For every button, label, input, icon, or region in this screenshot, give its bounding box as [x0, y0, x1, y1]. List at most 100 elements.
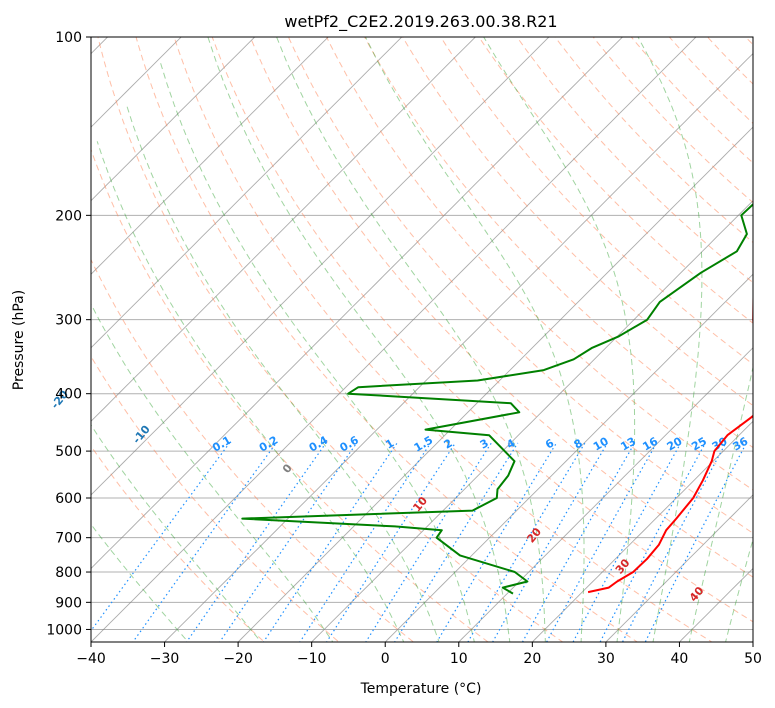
x-tick-label: 40 [671, 651, 689, 667]
x-tick-label: −40 [76, 651, 106, 667]
mixing-ratio-line [436, 442, 558, 642]
isotherm-line [91, 37, 403, 349]
moist-adiabat-line [483, 37, 636, 642]
dry-adiabat-line [554, 37, 753, 244]
mixing-ratio-line [644, 442, 747, 642]
isotherm-line [163, 52, 753, 642]
moist-adiabat-line [125, 104, 440, 642]
moist-adiabat-line [91, 424, 262, 642]
y-tick-label: 200 [55, 208, 82, 224]
y-tick-label: 800 [55, 565, 82, 581]
dry-adiabat-line [744, 37, 753, 46]
x-tick-label: −20 [223, 651, 253, 667]
y-tick-label: 700 [55, 531, 82, 547]
moist-adiabat-line [688, 365, 753, 642]
isotherm-line [0, 13, 58, 654]
isotherm-line [91, 37, 256, 202]
y-tick-label: 900 [55, 595, 82, 611]
x-tick-label: −30 [150, 651, 180, 667]
dry-adiabat-line [592, 37, 753, 204]
isotherm-line [91, 37, 329, 275]
y-axis-label: Pressure (hPa) [11, 290, 27, 390]
x-tick-label: 30 [597, 651, 615, 667]
dry-adiabat-line [91, 445, 266, 642]
isotherm-line [311, 200, 753, 642]
dry-adiabat-line [364, 37, 753, 449]
x-axis-label: Temperature (°C) [360, 681, 482, 697]
y-tick-label: 1000 [46, 622, 82, 638]
dry-adiabat-line [135, 37, 639, 642]
mixing-ratio-line [599, 442, 706, 642]
mixing-ratio-line [621, 442, 727, 642]
background-lines-layer [91, 13, 775, 654]
y-tick-label: 100 [55, 30, 82, 46]
mixing-ratio-label: 3 [478, 437, 491, 452]
y-tick-label: 400 [55, 387, 82, 403]
mixing-ratio-line [185, 442, 327, 642]
isotherm-line [678, 567, 753, 642]
isotherm-line [531, 420, 753, 642]
y-tick-label: 300 [55, 313, 82, 329]
mixing-ratio-label: 2 [442, 437, 455, 452]
isotherm-line [752, 641, 753, 642]
dry-adiabat-line [478, 37, 753, 324]
mixing-ratio-label: 4 [504, 436, 517, 451]
dry-adiabat-line [91, 148, 489, 642]
dry-adiabat-line [516, 37, 753, 284]
dry-adiabat-line [211, 37, 753, 623]
chart-title: wetPf2_C2E2.2019.263.00.38.R21 [284, 12, 557, 32]
grid-layer [0, 13, 753, 654]
mixing-ratio-line [326, 442, 456, 642]
y-tick-label: 500 [55, 444, 82, 460]
mixing-ratio-line [262, 442, 398, 642]
mixing-ratio-line [491, 442, 609, 642]
mixing-ratio-line [299, 442, 432, 642]
moist-adiabat-line [159, 61, 475, 642]
moist-adiabat-label: 40 [687, 584, 707, 604]
moist-adiabat-line [96, 141, 405, 642]
dry-adiabat-line [97, 37, 564, 642]
mixing-ratio-line [219, 442, 358, 642]
dry-adiabat-line [249, 37, 753, 578]
moist-adiabat-line [207, 37, 511, 642]
dry-adiabat-line [402, 37, 753, 407]
dry-adiabat-line [630, 37, 753, 164]
moist-adiabat-line [91, 302, 334, 642]
moist-adiabat-line [276, 37, 546, 642]
x-tick-label: 0 [381, 651, 390, 667]
x-tick-label: 10 [450, 651, 468, 667]
mixing-ratio-line [91, 442, 231, 632]
plot-frame [90, 36, 754, 643]
mixing-ratio-line [545, 442, 658, 642]
dry-adiabat-line [440, 37, 753, 365]
mixing-ratio-line [467, 442, 586, 642]
dry-adiabat-line [668, 37, 753, 125]
annotation-labels-layer: -100-90-80-70-60-50-40-30-20-10010203040… [48, 388, 750, 605]
isotherm-line [458, 347, 753, 642]
moist-adiabat-line [725, 537, 753, 642]
isotherm-line [91, 37, 182, 128]
moist-adiabat-line [91, 523, 189, 642]
mixing-ratio-line [521, 442, 636, 642]
mixing-ratio-label: 6 [543, 436, 556, 451]
isotherm-line [605, 494, 753, 642]
mixing-ratio-line [132, 442, 277, 642]
moist-adiabat-line [365, 37, 585, 642]
axis-ticks-layer: −40 −30 −20 −10 0 10 20 30 40 5010020030040050060… [46, 30, 762, 667]
profile-series-layer [241, 203, 753, 595]
mixing-ratio-line [365, 442, 492, 642]
moist-adiabat-label: 20 [524, 525, 544, 545]
dry-adiabat-label: -10 [130, 423, 153, 447]
mixing-ratio-line [394, 442, 519, 642]
temperature-profile-line [587, 294, 753, 594]
isotherm-line [384, 273, 753, 642]
isotherm-line [91, 37, 550, 496]
dry-adiabat-line [173, 37, 713, 642]
isotherm-line [91, 37, 624, 570]
moist-adiabat-line [637, 37, 703, 642]
x-tick-label: −10 [297, 651, 327, 667]
dry-adiabat-line [761, 13, 775, 654]
x-tick-label: 20 [523, 651, 541, 667]
dry-adiabat-line [91, 258, 415, 642]
